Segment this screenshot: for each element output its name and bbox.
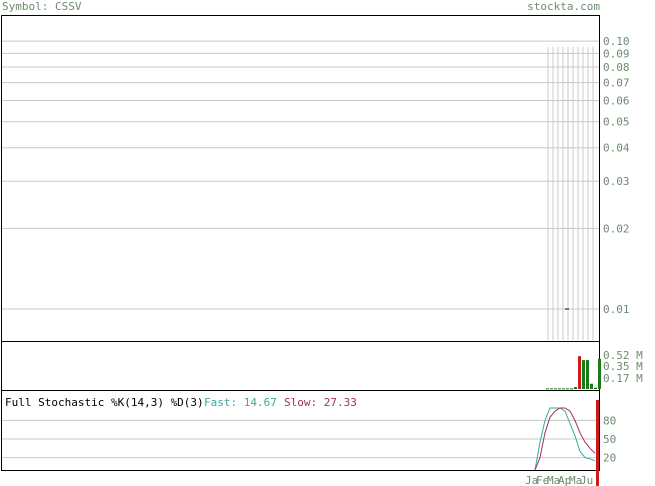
price-tick-label: 0.01 [603,303,630,316]
stochastic-fast-label: Fast: 14.67 [204,396,277,409]
stochastic-pane [1,390,600,471]
x-tick-label: Fe [536,474,549,486]
site-name[interactable]: stockta.com [527,0,600,13]
volume-bar [566,388,569,390]
price-tick-label: 0.06 [603,95,630,108]
stochastic-fast-line [534,407,596,471]
volume-bar [590,383,593,389]
stochastic-slow-line [534,407,596,471]
volume-bar [578,356,581,389]
stochastic-slow-label: Slow: 27.33 [284,396,357,409]
volume-bar [550,388,553,390]
x-tick-label: Ma [547,474,560,486]
volume-bar [594,387,597,389]
price-tick-label: 0.09 [603,47,630,60]
x-tick-label: Ap [558,474,571,486]
symbol-label: Symbol: CSSV [2,0,82,13]
price-tick-label: 0.04 [603,142,630,155]
stochastic-title: Full Stochastic %K(14,3) %D(3) [5,396,204,409]
price-tick-label: 0.03 [603,175,630,188]
volume-bar [570,388,573,390]
x-tick-label: Ja [525,474,538,486]
volume-bar [546,388,549,390]
volume-tick-label: 0.35 M [603,360,643,373]
stochastic-tick-label: 50 [603,433,616,446]
price-tick-label: 0.05 [603,116,630,129]
volume-bar [562,388,565,390]
x-tick-label: Ju [580,474,593,486]
volume-tick-label: 0.52 M [603,349,643,362]
price-tick-label: 0.07 [603,77,630,90]
price-tick-label: 0.10 [603,35,630,48]
volume-bar [586,360,589,389]
volume-bar [598,358,601,389]
volume-tick-label: 0.17 M [603,372,643,385]
volume-bar [574,387,577,389]
price-tick-label: 0.08 [603,61,630,74]
stochastic-marker [596,400,599,486]
stochastic-tick-label: 80 [603,414,616,427]
volume-bar [582,360,585,389]
volume-bar [558,388,561,390]
price-tick-label: 0.02 [603,222,630,235]
stochastic-tick-label: 20 [603,452,616,465]
x-tick-label: Ma [569,474,582,486]
volume-bar [554,388,557,390]
